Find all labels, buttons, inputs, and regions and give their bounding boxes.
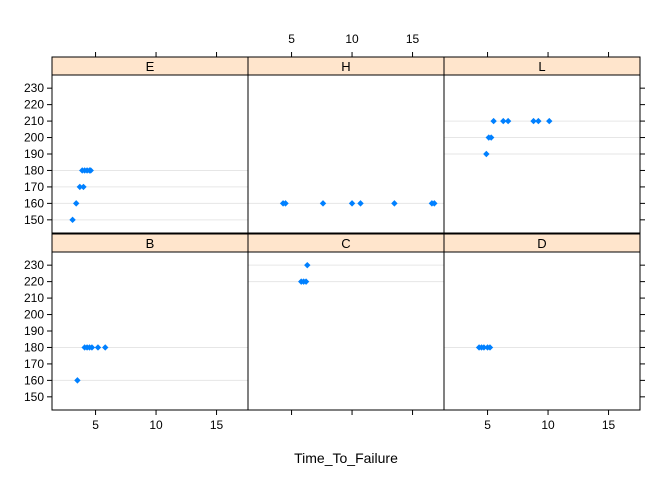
data-point [535,117,542,125]
data-point [72,200,80,207]
data-point [504,117,512,125]
x-tick-label: 10 [149,418,163,432]
data-point [391,200,398,207]
data-point [74,377,81,384]
data-point [304,261,311,269]
data-point [480,344,488,351]
data-point [94,344,102,351]
x-tick-label: 10 [345,32,359,46]
data-point [319,200,327,207]
x-tick-label: 10 [541,418,555,432]
data-point [500,117,507,125]
strip-label: B [146,236,155,251]
panel-frame [51,251,249,411]
strip-label: L [538,59,545,74]
panel-strips: E H L B C D [51,56,641,253]
data-point [486,344,494,351]
y-tick-label: 160 [24,196,44,210]
y-tick-label: 230 [24,81,44,95]
data-point [530,117,537,125]
data-point [102,344,109,351]
y-tick-label: 170 [24,180,44,194]
data-point [69,216,76,224]
x-tick-label: 15 [602,418,616,432]
y-tick-label: 190 [24,324,44,338]
x-tick-label: 15 [210,418,224,432]
panel-frame [443,251,641,411]
data-point [483,150,490,158]
y-tick-label: 220 [24,275,44,289]
data-point [348,200,356,207]
y-tick-label: 150 [24,390,44,404]
y-tick-label: 200 [24,131,44,145]
x-tick-label: 5 [92,418,99,432]
data-point [546,117,553,125]
data-point [88,344,96,351]
y-tick-label: 160 [24,373,44,387]
strip-label: C [341,236,350,251]
panel-frame [247,251,445,411]
data-point [76,183,84,191]
data-points [69,117,553,384]
x-tick-label: 15 [406,32,420,46]
y-tick-label: 150 [24,213,44,227]
strip-label: E [146,59,155,74]
x-tick-label: 5 [484,418,491,432]
x-tick-label: 5 [288,32,295,46]
y-tick-label: 200 [24,308,44,322]
strip-label: H [341,59,350,74]
y-tick-label: 230 [24,258,44,272]
y-tick-label: 180 [24,340,44,354]
panel-frame [247,74,445,234]
data-point [357,200,364,207]
y-tick-label: 170 [24,357,44,371]
y-tick-label: 180 [24,163,44,177]
data-point [302,278,310,285]
axes: 5 10 15 5 10 15 5 10 15 150 160 170 180 190 200 210 220 2… [24,32,645,432]
panel-frame [51,74,249,234]
x-axis-title: Time_To_Failure [294,450,398,466]
panel-strip [443,56,641,76]
y-tick-label: 210 [24,114,44,128]
y-tick-label: 190 [24,147,44,161]
data-point [87,167,94,174]
data-point [490,117,497,125]
panel-strip [443,233,641,253]
y-tick-label: 220 [24,98,44,112]
data-point [487,134,495,141]
data-point [282,200,289,207]
y-tick-label: 210 [24,291,44,305]
data-point [80,183,87,191]
strip-label: D [537,236,546,251]
data-point [431,200,438,207]
